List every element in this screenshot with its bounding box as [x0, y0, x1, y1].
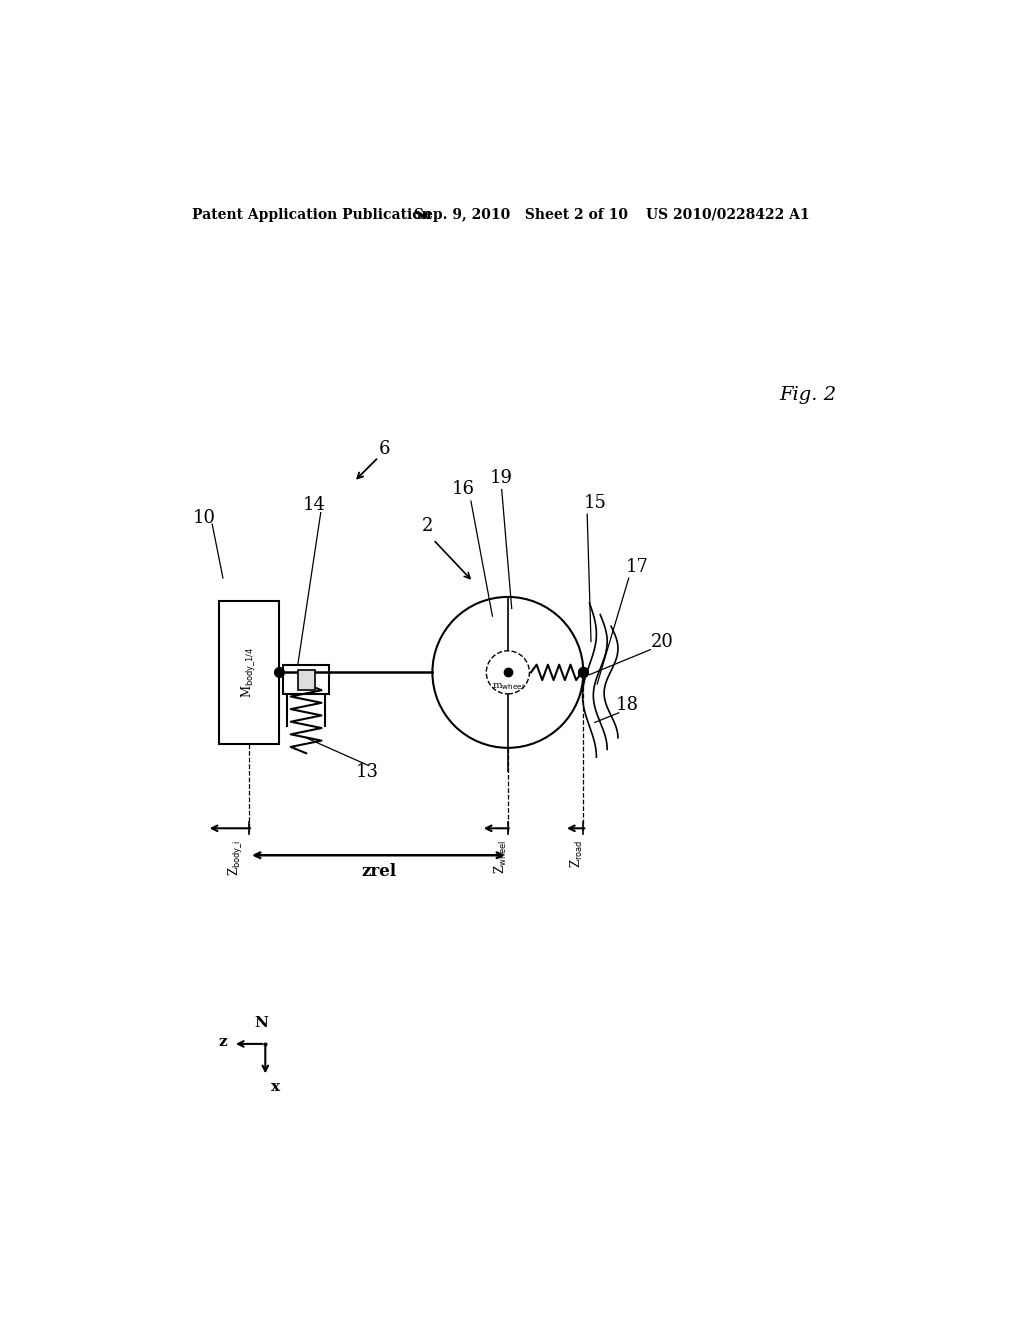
Text: Fig. 2: Fig. 2 [779, 385, 836, 404]
Text: 17: 17 [626, 557, 648, 576]
Text: 19: 19 [490, 469, 513, 487]
Text: zrel: zrel [360, 863, 396, 880]
Text: US 2010/0228422 A1: US 2010/0228422 A1 [646, 207, 810, 222]
Text: Z$_{\mathsf{road}}$: Z$_{\mathsf{road}}$ [568, 840, 585, 869]
Text: 14: 14 [302, 496, 326, 513]
Text: Z$_{\mathsf{wheel}}$: Z$_{\mathsf{wheel}}$ [494, 840, 509, 874]
Text: 10: 10 [193, 510, 216, 527]
Text: Z$_{\mathsf{body\_i}}$: Z$_{\mathsf{body\_i}}$ [227, 840, 246, 876]
Text: m$_{\mathsf{wheel}}$: m$_{\mathsf{wheel}}$ [493, 681, 525, 692]
Bar [298, 671, 314, 690]
Text: N: N [255, 1016, 268, 1030]
Bar [283, 665, 330, 694]
Text: z: z [218, 1035, 226, 1049]
Text: M$_{\mathsf{body\_1/4}}$: M$_{\mathsf{body\_1/4}}$ [241, 647, 258, 698]
Text: 13: 13 [356, 763, 379, 781]
Text: Patent Application Publication: Patent Application Publication [193, 207, 432, 222]
Text: 2: 2 [422, 516, 433, 535]
Bar [219, 601, 280, 743]
Circle shape [486, 651, 529, 694]
Text: 20: 20 [650, 634, 674, 651]
Text: 16: 16 [452, 480, 475, 499]
Text: Sep. 9, 2010   Sheet 2 of 10: Sep. 9, 2010 Sheet 2 of 10 [414, 207, 628, 222]
Text: 18: 18 [615, 696, 639, 714]
Text: 6: 6 [379, 441, 390, 458]
Text: x: x [271, 1080, 281, 1094]
Circle shape [432, 597, 584, 748]
Text: 15: 15 [584, 495, 606, 512]
